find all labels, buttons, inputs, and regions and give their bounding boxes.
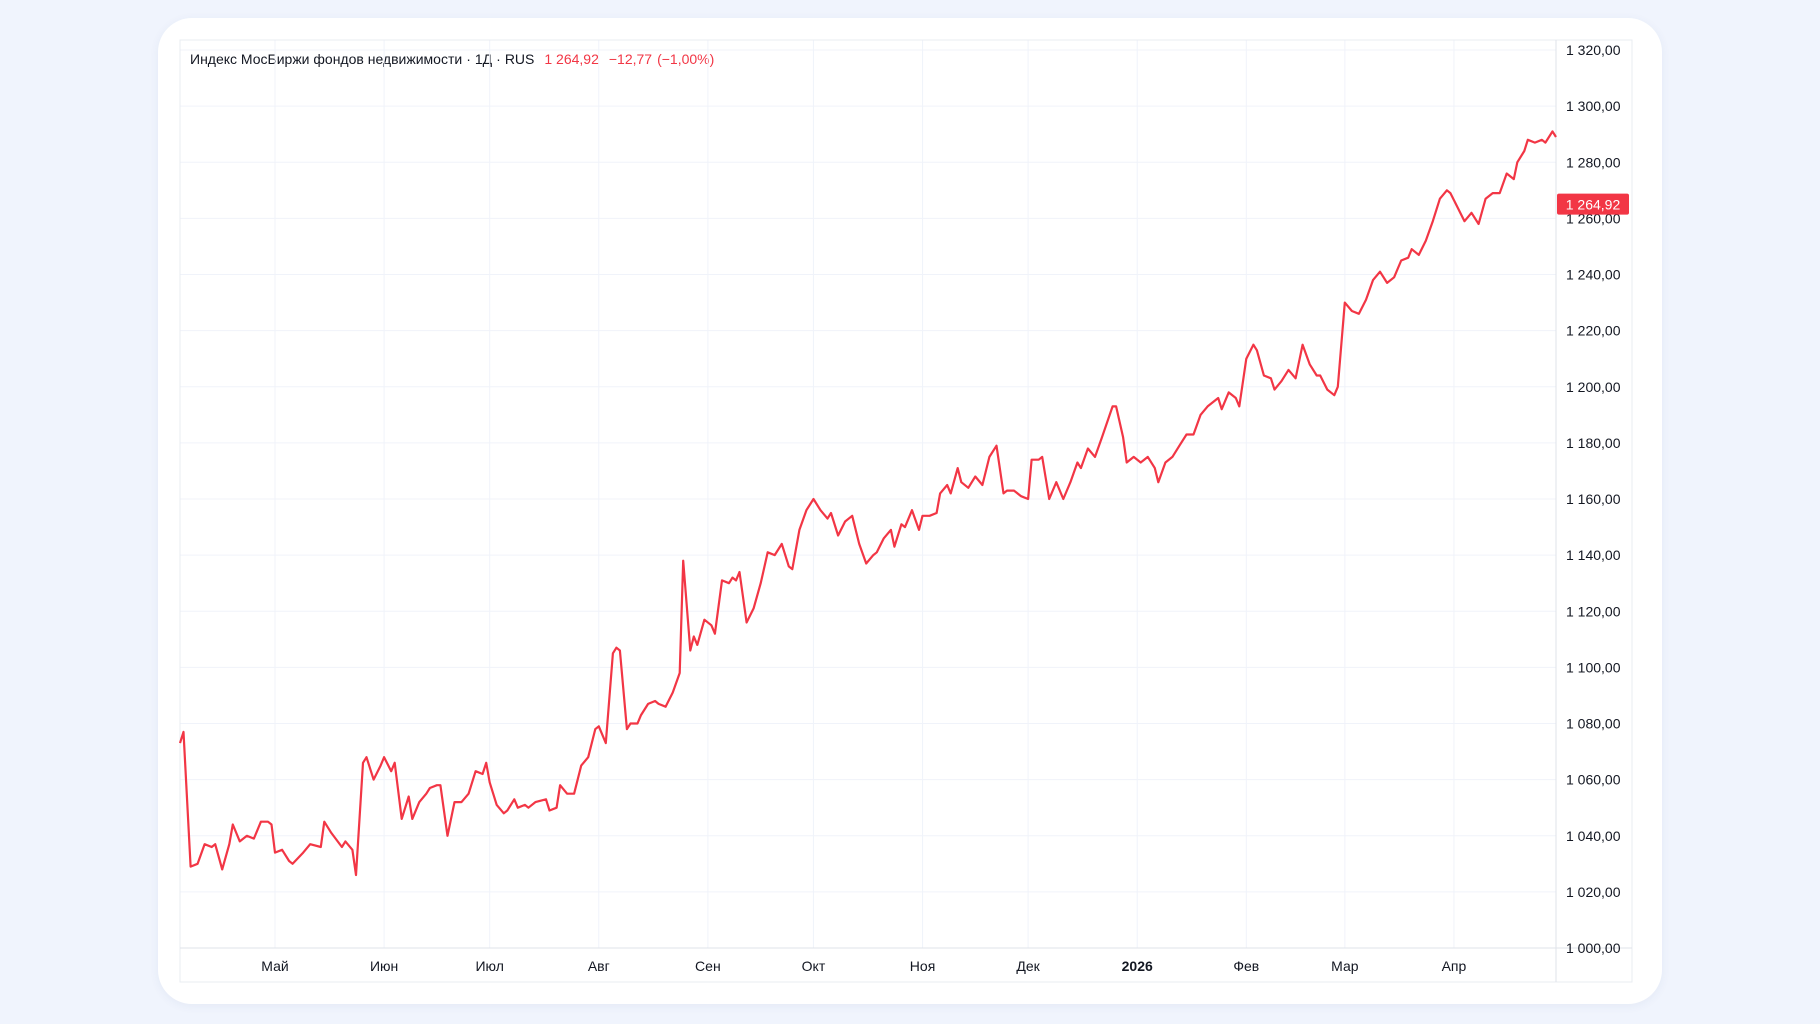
time-tick-label: Окт bbox=[802, 958, 826, 974]
price-line bbox=[178, 130, 1557, 877]
price-tick-label: 1 000,00 bbox=[1566, 940, 1621, 956]
last-price-badge bbox=[1557, 193, 1629, 215]
time-tick-label: Дек bbox=[1016, 958, 1040, 974]
chart-panel bbox=[158, 18, 1662, 1004]
price-tick-label: 1 220,00 bbox=[1566, 323, 1621, 339]
price-tick-label: 1 080,00 bbox=[1566, 716, 1621, 732]
price-tick-label: 1 120,00 bbox=[1566, 603, 1621, 619]
time-tick-label: Мар bbox=[1331, 958, 1359, 974]
price-change-percent: (−1,00%) bbox=[657, 51, 715, 67]
last-price-marker: 1 264,92 bbox=[1557, 193, 1629, 215]
header-separator: · bbox=[496, 51, 501, 67]
price-tick-label: 1 200,00 bbox=[1566, 379, 1621, 395]
chart-frame bbox=[179, 39, 1633, 983]
time-tick-label: Июн bbox=[370, 958, 398, 974]
time-tick-label: Ноя bbox=[910, 958, 935, 974]
time-axis[interactable]: Май Июн Июл Авг Сен Окт Ноя Дек 2026 Фев Мар Апр bbox=[261, 958, 1466, 974]
plot-border bbox=[179, 39, 1633, 983]
time-tick-label: Июл bbox=[475, 958, 503, 974]
price-series bbox=[178, 130, 1570, 877]
market-label: RUS bbox=[504, 51, 535, 67]
time-tick-label: Фев bbox=[1233, 958, 1259, 974]
price-tick-label: 1 240,00 bbox=[1566, 267, 1621, 283]
time-tick-label: Авг bbox=[588, 958, 610, 974]
chart-header: Индекс МосБиржи фондов недвижимости · 1Д… bbox=[190, 51, 714, 67]
price-tick-label: 1 180,00 bbox=[1566, 435, 1621, 451]
chart-grid bbox=[180, 40, 1556, 949]
price-tick-label: 1 100,00 bbox=[1566, 659, 1621, 675]
symbol-title[interactable]: Индекс МосБиржи фондов недвижимости bbox=[190, 51, 463, 67]
price-tick-label: 1 300,00 bbox=[1566, 98, 1621, 114]
price-tick-label: 1 280,00 bbox=[1566, 154, 1621, 170]
header-separator: · bbox=[466, 51, 471, 67]
time-tick-label: 2026 bbox=[1122, 958, 1153, 974]
time-tick-label: Сен bbox=[695, 958, 721, 974]
last-price-label: 1 264,92 bbox=[1566, 197, 1621, 213]
price-tick-label: 1 320,00 bbox=[1566, 42, 1621, 58]
price-tick-label: 1 160,00 bbox=[1566, 491, 1621, 507]
time-tick-label: Апр bbox=[1442, 958, 1467, 974]
price-tick-label: 1 140,00 bbox=[1566, 547, 1621, 563]
time-tick-label: Май bbox=[261, 958, 288, 974]
price-axis[interactable]: 1 000,00 1 020,00 1 040,00 1 060,00 1 080,00… bbox=[1566, 42, 1621, 956]
price-tick-label: 1 040,00 bbox=[1566, 828, 1621, 844]
price-tick-label: 1 060,00 bbox=[1566, 772, 1621, 788]
interval-label[interactable]: 1Д bbox=[474, 51, 493, 67]
price-change-value: −12,77 bbox=[608, 51, 653, 67]
last-price-value: 1 264,92 bbox=[544, 51, 599, 67]
price-tick-label: 1 020,00 bbox=[1566, 884, 1621, 900]
